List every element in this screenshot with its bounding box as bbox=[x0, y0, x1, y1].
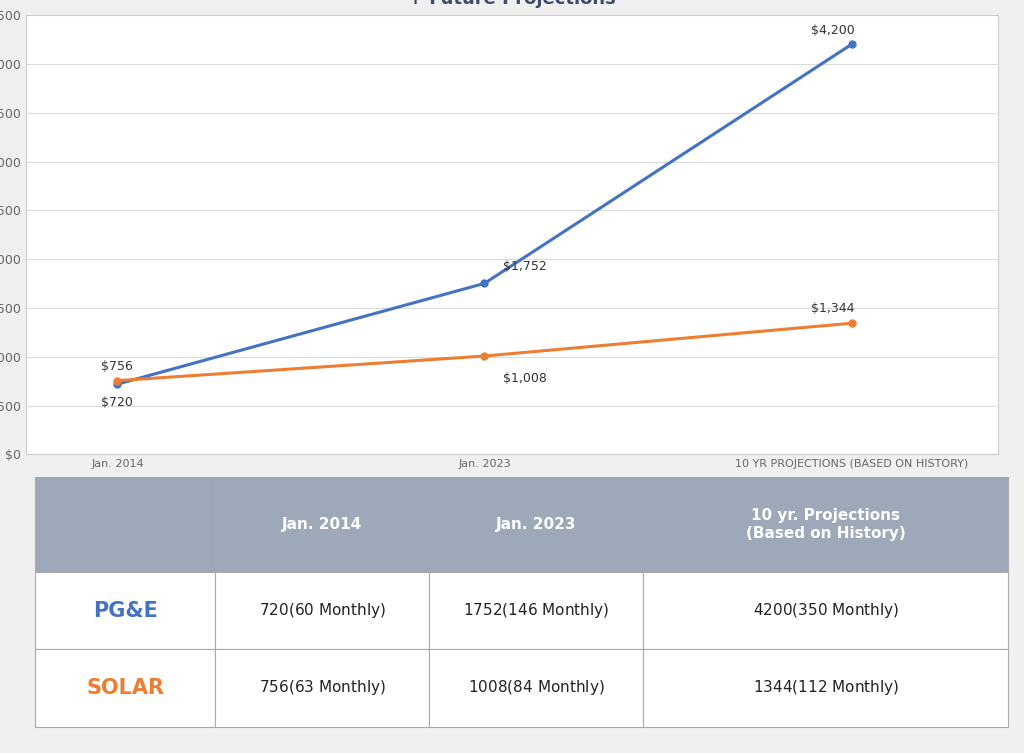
Bar bbox=[429, 649, 643, 727]
Bar bbox=[643, 572, 1008, 649]
Solar bbox=[846, 319, 858, 328]
Line: PG&E: PG&E bbox=[114, 41, 855, 388]
Legend: PG&E, Solar: PG&E, Solar bbox=[381, 495, 546, 519]
Text: $756 ($63 Monthly): $756 ($63 Monthly) bbox=[259, 678, 386, 697]
Bar bbox=[35, 477, 215, 572]
PG&E bbox=[846, 40, 858, 49]
Line: Solar: Solar bbox=[114, 320, 855, 384]
Text: $4,200: $4,200 bbox=[811, 23, 855, 37]
Bar bbox=[429, 477, 643, 572]
Bar bbox=[35, 649, 215, 727]
Text: Jan. 2014: Jan. 2014 bbox=[283, 517, 362, 532]
Bar bbox=[643, 477, 1008, 572]
Text: 10 yr. Projections
(Based on History): 10 yr. Projections (Based on History) bbox=[745, 508, 905, 541]
Bar bbox=[215, 477, 429, 572]
PG&E bbox=[478, 279, 490, 288]
PG&E bbox=[112, 380, 124, 389]
Text: $756: $756 bbox=[101, 361, 133, 373]
Text: PG&E: PG&E bbox=[93, 601, 158, 620]
Text: $1,008: $1,008 bbox=[503, 372, 547, 385]
Text: $1752 ($146 Monthly): $1752 ($146 Monthly) bbox=[463, 601, 609, 620]
Bar bbox=[429, 572, 643, 649]
Bar bbox=[215, 572, 429, 649]
Text: SOLAR: SOLAR bbox=[86, 678, 164, 698]
Bar bbox=[215, 649, 429, 727]
Bar bbox=[643, 649, 1008, 727]
Solar bbox=[478, 352, 490, 361]
Title: 10 years of Solar vs.  Pg&E
+ Future Projections: 10 years of Solar vs. Pg&E + Future Proj… bbox=[375, 0, 649, 8]
Text: $720 ($60 Monthly): $720 ($60 Monthly) bbox=[259, 601, 386, 620]
Text: $720: $720 bbox=[101, 396, 133, 410]
Bar bbox=[35, 572, 215, 649]
Text: $1,752: $1,752 bbox=[503, 260, 547, 273]
Text: Jan. 2023: Jan. 2023 bbox=[496, 517, 577, 532]
Text: $4200 ($350 Monthly): $4200 ($350 Monthly) bbox=[753, 601, 899, 620]
Text: $1344 ($112 Monthly): $1344 ($112 Monthly) bbox=[753, 678, 899, 697]
Text: $1,344: $1,344 bbox=[811, 303, 855, 316]
Text: $1008 ($84 Monthly): $1008 ($84 Monthly) bbox=[468, 678, 604, 697]
Solar bbox=[112, 376, 124, 385]
